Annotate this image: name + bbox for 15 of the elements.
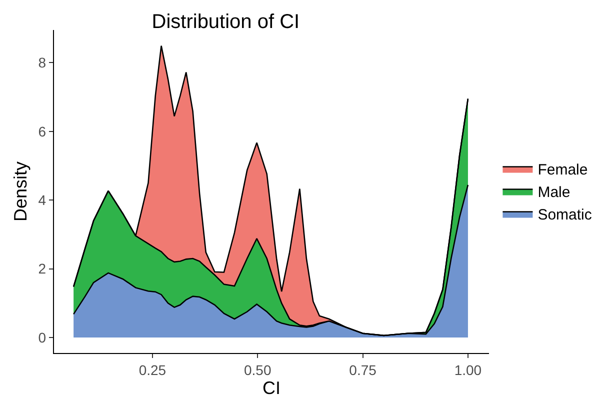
y-tick-label: 8 [38, 54, 46, 71]
legend-label: Male [538, 184, 570, 202]
chart-title: Distribution of CI [152, 11, 300, 34]
legend-label: Female [538, 162, 588, 179]
x-tick-label: 0.75 [349, 362, 377, 378]
legend-label: Somatic [538, 206, 592, 224]
y-tick-label: 4 [38, 192, 46, 208]
y-axis-title: Density [10, 161, 31, 222]
y-tick-label: 6 [38, 123, 46, 140]
x-tick-label: 0.50 [244, 362, 272, 378]
y-tick-label: 2 [38, 260, 46, 277]
x-tick-label: 1.00 [454, 362, 482, 378]
x-tick-label: 0.25 [138, 362, 166, 378]
y-tick-label: 0 [38, 329, 46, 346]
x-axis-title: CI [262, 378, 280, 398]
